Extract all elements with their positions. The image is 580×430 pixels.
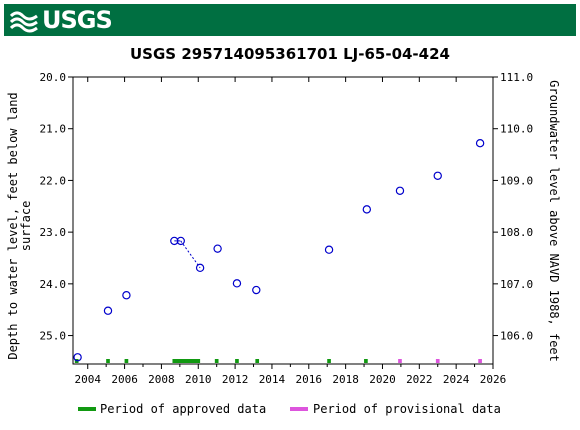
y-right-tick-label: 111.0 [500, 71, 533, 84]
y-left-tick-label: 20.0 [40, 71, 67, 84]
x-tick-label: 2022 [406, 373, 433, 386]
y-left-tick-label: 23.0 [40, 226, 67, 239]
data-point [195, 263, 205, 273]
y-left-tick-label: 22.0 [40, 174, 67, 187]
usgs-logo[interactable]: USGS [10, 6, 113, 34]
x-tick-label: 2016 [296, 373, 323, 386]
x-tick-label: 2004 [74, 373, 101, 386]
y-right-tick-label: 108.0 [500, 226, 533, 239]
approved-period-bar [214, 359, 219, 363]
data-point [73, 353, 82, 362]
data-point [433, 171, 442, 180]
y-axis-label-left: Depth to water level, feet below land sur… [6, 92, 33, 359]
approved-period-bar [172, 359, 201, 363]
data-point [232, 279, 242, 288]
legend-approved-label: Period of approved data [100, 402, 266, 416]
chart-title: USGS 295714095361701 LJ-65-04-424 [130, 45, 450, 63]
y-right-tick-label: 107.0 [500, 278, 533, 291]
data-point [213, 244, 222, 253]
plot-area: 2004 2006 2008 2010 2012 2014 2016 2018 2020 2022… [40, 71, 534, 386]
data-point [395, 186, 405, 195]
legend-approved-swatch [78, 407, 96, 411]
provisional-period-bar [478, 359, 482, 363]
y-left-tick-label: 21.0 [40, 123, 67, 136]
x-tick-label: 2012 [222, 373, 249, 386]
y-axis-label-left-line: Depth to water level, feet below land [6, 92, 20, 359]
x-tick-label: 2026 [480, 373, 507, 386]
approved-period-bar [106, 359, 110, 363]
data-point [475, 138, 485, 148]
data-point [170, 236, 179, 246]
x-tick-label: 2006 [111, 373, 138, 386]
approved-period-bar [124, 359, 129, 363]
data-point [103, 306, 113, 315]
data-point [324, 245, 334, 254]
approved-period-bar [327, 359, 331, 363]
provisional-period-bar [398, 359, 402, 363]
data-point [122, 291, 131, 300]
plot-frame [72, 76, 494, 365]
data-point [176, 236, 185, 246]
y-right-tick-label: 106.0 [500, 330, 533, 343]
y-left-tick-label: 25.0 [40, 330, 67, 343]
legend: Period of approved data Period of provis… [78, 402, 501, 416]
x-tick-label: 2018 [332, 373, 359, 386]
x-tick-label: 2024 [443, 373, 470, 386]
usgs-wave-icon [10, 11, 38, 33]
usgs-logo-text: USGS [42, 6, 113, 34]
legend-provisional-label: Period of provisional data [313, 402, 501, 416]
approved-period-bar [364, 359, 368, 363]
data-connector [180, 240, 201, 269]
y-axis-label-left-line: surface [19, 201, 33, 252]
y-axis-label-right: Groundwater level above NAVD 1988, feet [547, 80, 561, 362]
data-point [252, 285, 261, 295]
provisional-period-bar [435, 359, 440, 363]
x-tick-label: 2020 [369, 373, 396, 386]
data-point [362, 205, 372, 214]
x-tick-label: 2014 [259, 373, 286, 386]
usgs-header-bar: USGS [4, 4, 576, 36]
y-left-tick-label: 24.0 [40, 278, 67, 291]
y-right-tick-label: 110.0 [500, 123, 533, 136]
y-right-tick-label: 109.0 [500, 174, 533, 187]
legend-provisional-swatch [290, 407, 308, 411]
approved-period-bar [235, 359, 239, 363]
approved-period-bar [255, 359, 260, 363]
x-tick-label: 2010 [185, 373, 212, 386]
x-tick-label: 2008 [148, 373, 175, 386]
